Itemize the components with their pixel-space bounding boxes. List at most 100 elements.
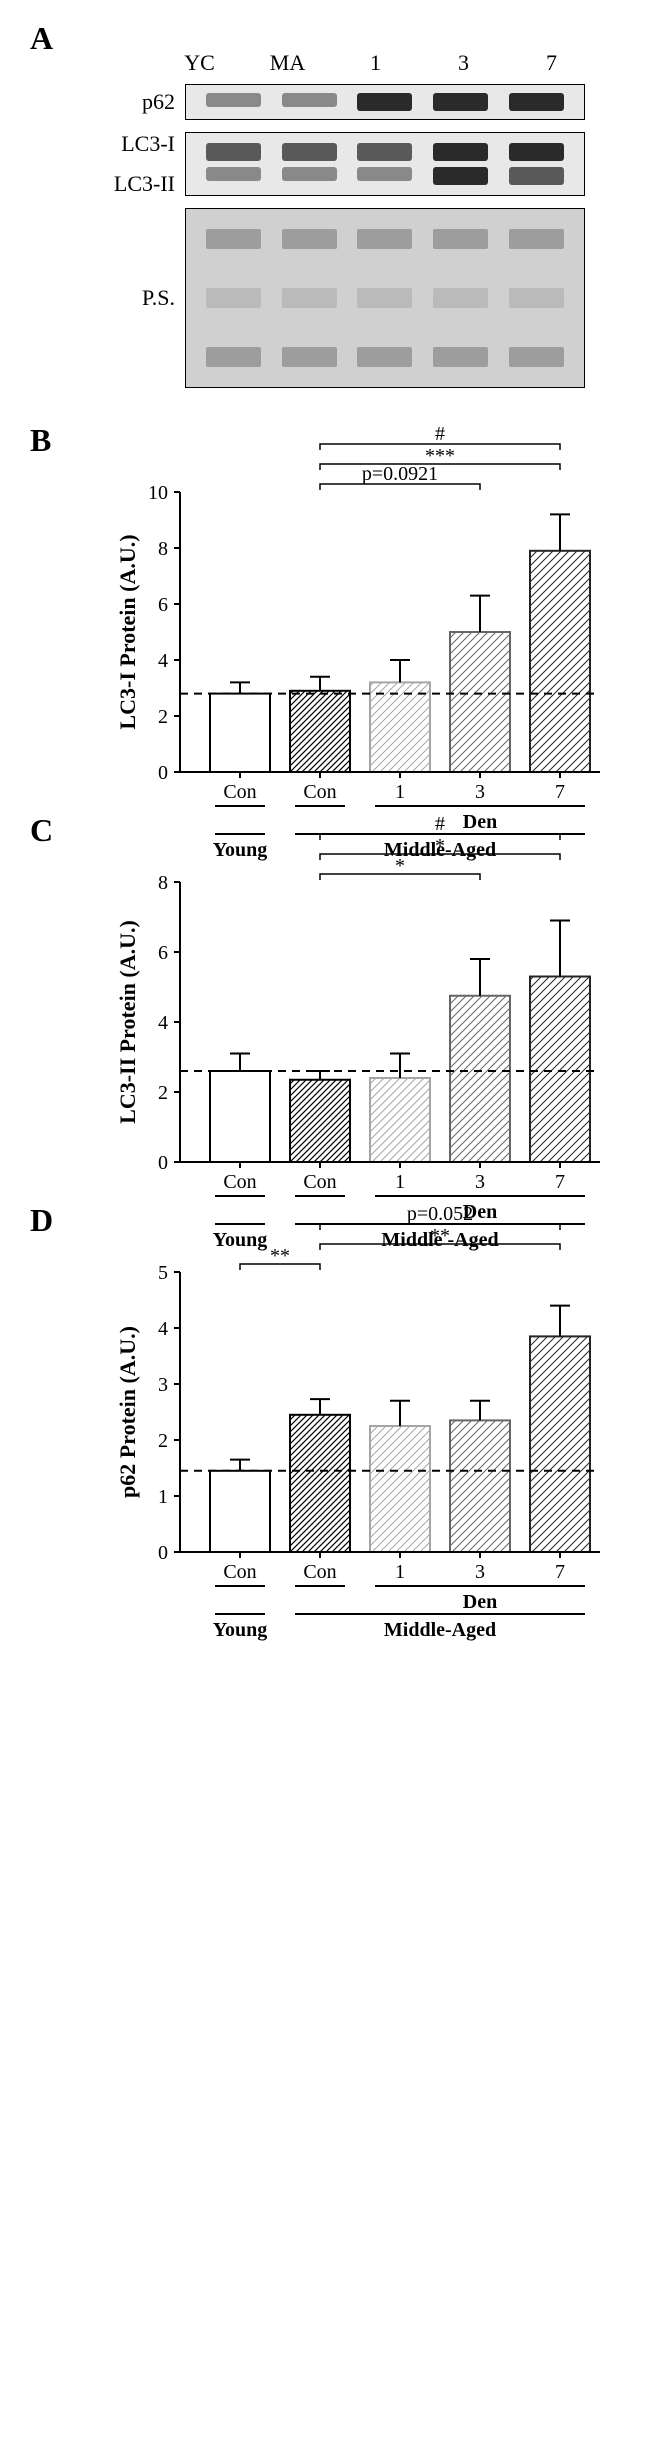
svg-text:4: 4	[158, 1012, 168, 1034]
svg-text:6: 6	[158, 942, 168, 964]
blot-header-1: 1	[346, 50, 406, 76]
sig-star-b: *	[435, 835, 445, 857]
bar	[530, 551, 590, 772]
svg-text:7: 7	[555, 1171, 565, 1193]
band	[433, 143, 488, 161]
ps-band	[357, 288, 412, 308]
blot-header-MA: MA	[258, 50, 318, 76]
ps-band	[357, 229, 412, 249]
band	[433, 93, 488, 111]
panel-A: A YC MA 1 3 7 p62	[30, 30, 641, 392]
sig-star-a: **	[270, 1245, 290, 1267]
ps-band	[282, 347, 337, 367]
panel-label-B: B	[30, 422, 51, 459]
blot-header-YC: YC	[170, 50, 230, 76]
ps-band	[433, 288, 488, 308]
svg-text:LC3-I Protein (A.U.): LC3-I Protein (A.U.)	[115, 534, 140, 729]
svg-text:Con: Con	[303, 1561, 336, 1583]
ps-band	[206, 288, 261, 308]
blot-label-lc3-1: LC3-I	[90, 131, 185, 157]
band	[206, 93, 261, 107]
bar	[290, 691, 350, 772]
svg-text:0: 0	[158, 762, 168, 784]
band	[509, 167, 564, 185]
svg-text:8: 8	[158, 872, 168, 894]
blot-header-3: 3	[434, 50, 494, 76]
svg-text:0: 0	[158, 1542, 168, 1564]
svg-text:3: 3	[475, 1561, 485, 1583]
blot-label-p62: p62	[90, 89, 185, 115]
chart-lc3-2: 02468LC3-II Protein (A.U.)ConCon137DenYo…	[110, 822, 641, 1172]
blot-label-lc3-2: LC3-II	[90, 171, 185, 197]
svg-text:10: 10	[148, 482, 168, 504]
svg-text:2: 2	[158, 1082, 168, 1104]
panel-label-A: A	[30, 20, 53, 57]
chart-lc3-1: 0246810LC3-I Protein (A.U.)ConCon137DenY…	[110, 432, 641, 782]
bar	[210, 1071, 270, 1162]
svg-text:2: 2	[158, 1430, 168, 1452]
blot-label-lc3: LC3-I LC3-II	[90, 124, 185, 204]
svg-text:1: 1	[158, 1486, 168, 1508]
svg-text:1: 1	[395, 1561, 405, 1583]
sig-hash: #	[435, 423, 445, 445]
ps-band	[206, 229, 261, 249]
svg-text:5: 5	[158, 1262, 168, 1284]
blot-header-7: 7	[522, 50, 582, 76]
ps-band	[509, 347, 564, 367]
blot-label-ps: P.S.	[90, 285, 185, 311]
sig-star-b: **	[430, 1225, 450, 1247]
svg-text:3: 3	[475, 781, 485, 803]
band	[282, 167, 337, 181]
bar	[450, 632, 510, 772]
band	[206, 143, 261, 161]
bar	[210, 694, 270, 772]
band	[357, 167, 412, 181]
band	[509, 143, 564, 161]
svg-text:Con: Con	[303, 1171, 336, 1193]
panel-label-D: D	[30, 1202, 53, 1239]
bar	[290, 1080, 350, 1162]
blot-row-p62: p62	[90, 84, 641, 120]
panel-D: D 012345p62 Protein (A.U.)ConCon137DenYo…	[30, 1212, 641, 1562]
bar	[450, 996, 510, 1162]
svg-text:Con: Con	[223, 781, 256, 803]
sig-pnote: p=0.0921	[362, 463, 438, 485]
bar	[450, 1420, 510, 1552]
svg-text:1: 1	[395, 781, 405, 803]
ps-band	[282, 288, 337, 308]
svg-text:0: 0	[158, 1152, 168, 1174]
ps-band	[433, 347, 488, 367]
panel-C: C 02468LC3-II Protein (A.U.)ConCon137Den…	[30, 822, 641, 1172]
svg-text:7: 7	[555, 1561, 565, 1583]
band	[433, 167, 488, 185]
bar	[290, 1415, 350, 1552]
band	[282, 143, 337, 161]
panel-B: B 0246810LC3-I Protein (A.U.)ConCon137De…	[30, 432, 641, 782]
bar	[370, 682, 430, 772]
band	[357, 93, 412, 111]
ps-band	[509, 229, 564, 249]
sig-hash: #	[435, 813, 445, 835]
ps-band	[282, 229, 337, 249]
svg-text:Con: Con	[303, 781, 336, 803]
panel-label-C: C	[30, 812, 53, 849]
blot-row-lc3: LC3-I LC3-II	[90, 124, 641, 204]
bar	[530, 977, 590, 1163]
bar-chart-svg: 0246810LC3-I Protein (A.U.)ConCon137DenY…	[110, 432, 670, 872]
bar	[370, 1078, 430, 1162]
svg-text:3: 3	[158, 1374, 168, 1396]
ps-band	[509, 288, 564, 308]
western-blot: YC MA 1 3 7 p62 LC3-I	[90, 50, 641, 388]
band	[206, 167, 261, 181]
svg-text:2: 2	[158, 706, 168, 728]
ps-band	[433, 229, 488, 249]
bar-chart-svg: 02468LC3-II Protein (A.U.)ConCon137DenYo…	[110, 822, 670, 1262]
blot-strip-ps	[185, 208, 585, 388]
band	[357, 143, 412, 161]
chart-p62: 012345p62 Protein (A.U.)ConCon137DenYoun…	[110, 1212, 641, 1562]
bar-chart-svg: 012345p62 Protein (A.U.)ConCon137DenYoun…	[110, 1212, 670, 1652]
svg-text:6: 6	[158, 594, 168, 616]
svg-text:Middle-Aged: Middle-Aged	[384, 1619, 496, 1641]
ps-band	[206, 347, 261, 367]
sig-pnote: p=0.052	[407, 1203, 473, 1225]
